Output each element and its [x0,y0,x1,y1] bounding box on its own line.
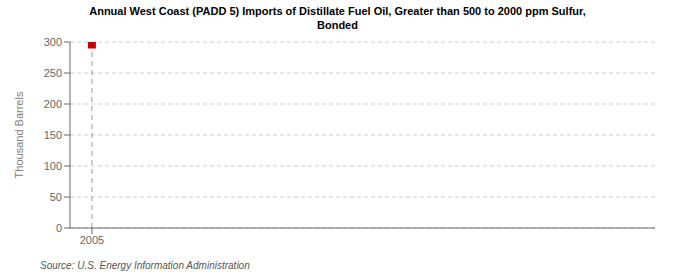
svg-text:100: 100 [44,160,62,172]
svg-text:250: 250 [44,67,62,79]
svg-text:50: 50 [50,191,62,203]
svg-text:0: 0 [56,222,62,234]
svg-text:Thousand Barrels: Thousand Barrels [13,91,25,178]
html-text:Annual West Coast (PADD 5) Imp: Annual West Coast (PADD 5) Imports of Di… [89,5,586,17]
svg-text:300: 300 [44,36,62,48]
html-text:Source: U.S. Energy Informatio: Source: U.S. Energy Information Administ… [40,260,250,271]
svg-text:2005: 2005 [80,234,104,246]
svg-text:200: 200 [44,98,62,110]
svg-text:150: 150 [44,129,62,141]
html-text:Bonded: Bonded [317,19,358,31]
